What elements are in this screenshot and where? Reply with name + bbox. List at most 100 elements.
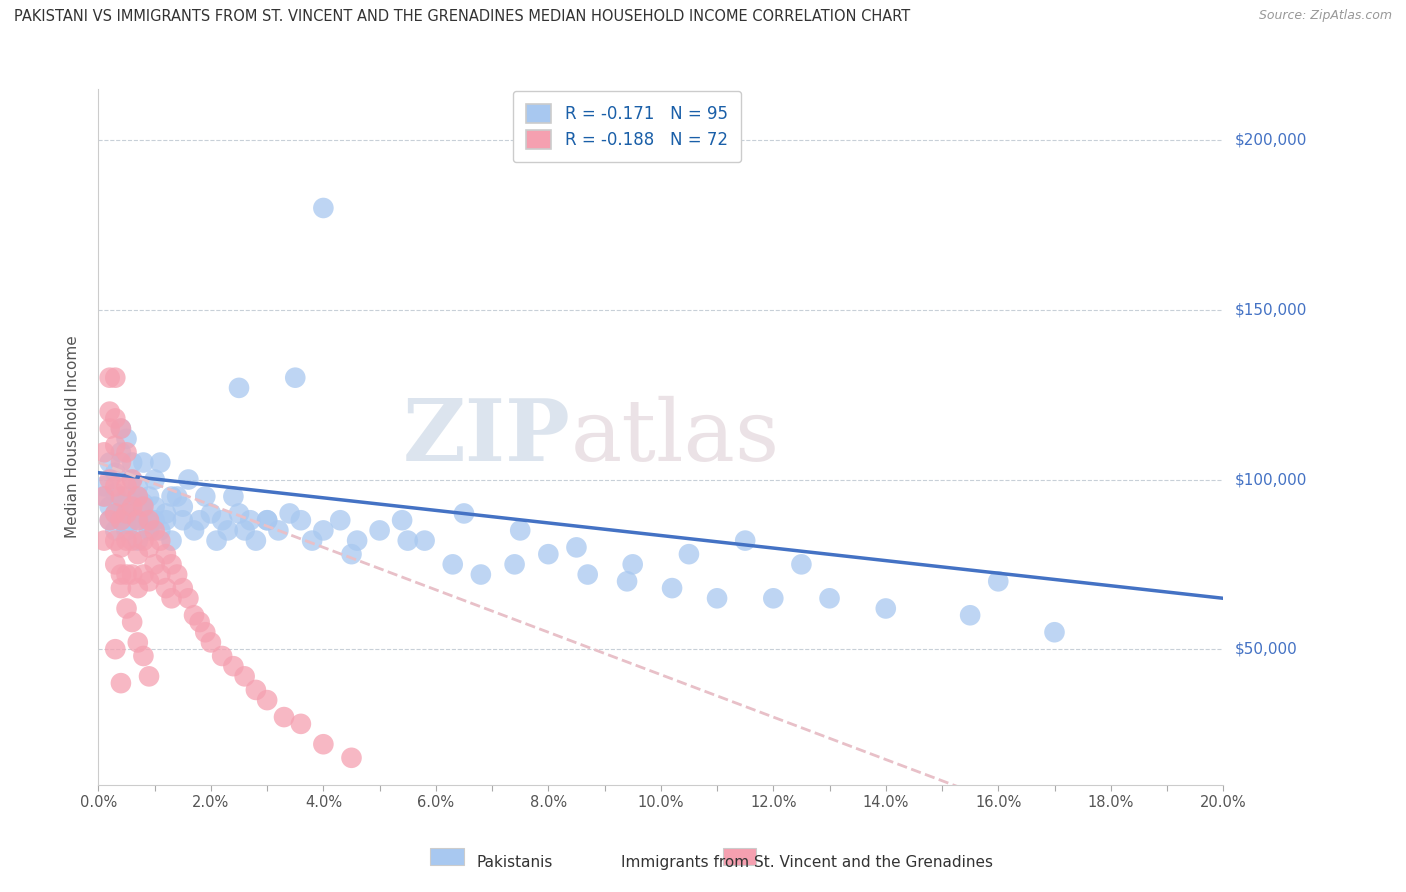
Point — [194, 625, 217, 640]
Point — [98, 370, 121, 384]
Point — [110, 421, 132, 435]
Point — [413, 533, 436, 548]
Point — [115, 601, 138, 615]
Point — [239, 513, 262, 527]
Point — [98, 513, 121, 527]
Point — [143, 524, 166, 538]
Point — [104, 486, 127, 500]
Point — [138, 513, 160, 527]
Point — [149, 456, 172, 470]
Point — [172, 513, 194, 527]
Text: Immigrants from St. Vincent and the Grenadines: Immigrants from St. Vincent and the Gren… — [621, 855, 993, 870]
Text: $100,000: $100,000 — [1234, 472, 1306, 487]
Text: PAKISTANI VS IMMIGRANTS FROM ST. VINCENT AND THE GRENADINES MEDIAN HOUSEHOLD INC: PAKISTANI VS IMMIGRANTS FROM ST. VINCENT… — [14, 9, 910, 24]
Point — [160, 591, 183, 606]
Point — [115, 445, 138, 459]
Point — [453, 507, 475, 521]
Point — [200, 635, 222, 649]
Text: $150,000: $150,000 — [1234, 302, 1306, 318]
FancyBboxPatch shape — [430, 847, 464, 865]
Point — [194, 490, 217, 504]
Point — [149, 567, 172, 582]
Point — [205, 533, 228, 548]
Point — [132, 496, 155, 510]
Point — [228, 381, 250, 395]
Point — [121, 533, 143, 548]
Point — [121, 567, 143, 582]
Point — [115, 524, 138, 538]
Point — [233, 669, 256, 683]
Point — [267, 524, 290, 538]
Point — [121, 473, 143, 487]
Text: ZIP: ZIP — [404, 395, 571, 479]
Point — [138, 490, 160, 504]
Point — [138, 524, 160, 538]
Point — [818, 591, 841, 606]
Point — [110, 445, 132, 459]
Point — [115, 533, 138, 548]
Point — [155, 581, 177, 595]
Point — [121, 500, 143, 514]
Point — [340, 547, 363, 561]
Point — [160, 558, 183, 572]
Point — [790, 558, 813, 572]
Point — [132, 533, 155, 548]
Point — [110, 421, 132, 435]
Point — [172, 581, 194, 595]
Point — [368, 524, 391, 538]
Point — [127, 547, 149, 561]
Point — [166, 567, 188, 582]
Point — [127, 635, 149, 649]
Point — [245, 533, 267, 548]
Point — [110, 513, 132, 527]
Point — [183, 608, 205, 623]
Point — [278, 507, 301, 521]
Point — [98, 513, 121, 527]
Point — [222, 490, 245, 504]
Point — [172, 500, 194, 514]
Point — [509, 524, 531, 538]
Point — [183, 524, 205, 538]
Point — [290, 717, 312, 731]
Point — [98, 404, 121, 418]
Point — [115, 507, 138, 521]
Point — [110, 581, 132, 595]
Point — [391, 513, 413, 527]
Point — [98, 500, 121, 514]
Point — [470, 567, 492, 582]
Point — [340, 751, 363, 765]
Point — [875, 601, 897, 615]
Point — [284, 370, 307, 384]
Point — [734, 533, 756, 548]
Point — [143, 558, 166, 572]
Y-axis label: Median Household Income: Median Household Income — [65, 335, 80, 539]
Point — [160, 490, 183, 504]
Point — [115, 567, 138, 582]
Point — [132, 507, 155, 521]
Point — [93, 490, 115, 504]
Point — [132, 567, 155, 582]
Point — [329, 513, 352, 527]
Point — [104, 524, 127, 538]
Point — [301, 533, 323, 548]
Point — [93, 533, 115, 548]
Point — [127, 513, 149, 527]
Point — [143, 513, 166, 527]
Point — [160, 533, 183, 548]
Point — [138, 574, 160, 589]
Point — [104, 411, 127, 425]
Point — [132, 500, 155, 514]
Point — [396, 533, 419, 548]
Point — [127, 479, 149, 493]
Point — [138, 541, 160, 555]
Point — [104, 507, 127, 521]
Point — [98, 421, 121, 435]
Point — [115, 490, 138, 504]
Point — [200, 507, 222, 521]
Point — [143, 473, 166, 487]
Point — [1043, 625, 1066, 640]
Point — [706, 591, 728, 606]
Point — [621, 558, 644, 572]
Point — [576, 567, 599, 582]
Point — [110, 513, 132, 527]
